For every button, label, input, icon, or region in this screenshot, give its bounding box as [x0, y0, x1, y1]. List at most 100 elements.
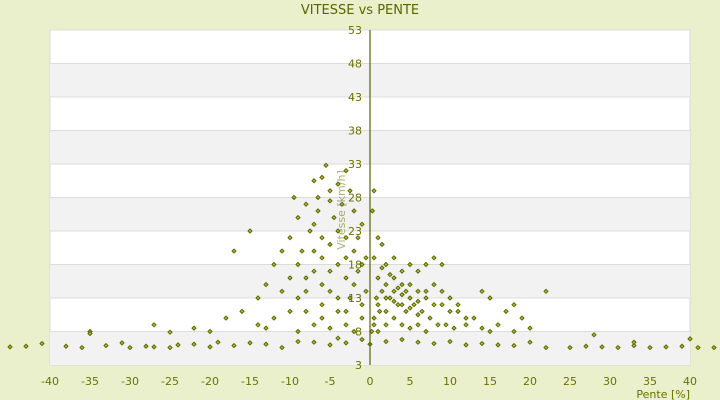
data-point: [383, 322, 389, 328]
data-point: [311, 221, 317, 228]
data-point: [87, 330, 93, 337]
data-point: [255, 295, 261, 301]
data-point: [327, 268, 333, 274]
data-point: [403, 288, 409, 295]
data-point: [127, 344, 133, 351]
data-point: [303, 288, 309, 295]
data-point: [327, 342, 333, 348]
data-point: [263, 325, 269, 331]
data-point: [311, 268, 317, 274]
data-point: [355, 268, 361, 274]
data-point: [511, 328, 517, 335]
data-point: [359, 221, 365, 228]
data-point: [351, 248, 357, 254]
data-point: [311, 339, 317, 345]
data-point: [343, 255, 349, 261]
x-tick-label: 30: [603, 375, 617, 388]
data-point: [299, 248, 305, 254]
data-point: [151, 344, 157, 350]
data-point: [343, 275, 349, 281]
data-point: [7, 344, 13, 350]
data-point: [503, 308, 509, 315]
data-point: [263, 281, 269, 288]
data-point: [487, 295, 493, 301]
data-point: [39, 340, 45, 347]
data-point: [383, 295, 389, 301]
data-point: [295, 328, 301, 335]
data-point: [279, 344, 285, 351]
data-point: [431, 301, 437, 308]
data-point: [479, 340, 485, 347]
x-tick-label: -25: [161, 375, 179, 388]
chart-title: VITESSE vs PENTE: [300, 3, 420, 18]
data-point: [295, 295, 301, 301]
data-point: [407, 261, 413, 268]
x-tick-label: -10: [281, 375, 299, 388]
data-point: [335, 181, 341, 187]
data-point: [351, 281, 357, 288]
data-point: [527, 325, 533, 331]
data-point: [319, 301, 325, 308]
data-point: [471, 315, 477, 321]
data-point: [379, 288, 385, 295]
data-point: [495, 342, 501, 348]
data-point: [303, 275, 309, 281]
data-point: [103, 342, 109, 349]
data-point: [351, 208, 357, 214]
data-point: [431, 340, 437, 347]
data-point: [303, 308, 309, 315]
data-point: [415, 339, 421, 345]
data-point: [379, 265, 385, 271]
y-tick-label: 18: [348, 259, 362, 272]
data-point: [347, 188, 353, 194]
data-point: [287, 275, 293, 281]
x-tick-label: 0: [367, 375, 374, 388]
data-point: [371, 188, 377, 194]
data-point: [663, 344, 669, 350]
data-point: [376, 308, 383, 315]
data-point: [451, 325, 457, 331]
data-point: [315, 208, 321, 214]
data-point: [23, 343, 29, 349]
y-tick-label: 38: [348, 125, 362, 138]
data-point: [119, 340, 125, 346]
data-point: [291, 194, 297, 201]
data-point: [63, 343, 69, 349]
data-point: [439, 261, 445, 268]
data-point: [343, 167, 349, 174]
data-point: [215, 339, 221, 345]
data-point: [79, 344, 85, 351]
y-tick-label: 28: [348, 192, 362, 205]
data-point: [463, 322, 469, 328]
data-point: [375, 234, 381, 241]
data-point: [383, 261, 389, 268]
data-point: [247, 228, 253, 234]
x-tick-label: -40: [41, 375, 59, 388]
data-point: [447, 295, 453, 301]
data-point: [363, 288, 369, 295]
data-point: [369, 208, 376, 214]
data-point: [543, 288, 549, 295]
data-point: [319, 234, 325, 241]
data-point: [455, 308, 461, 315]
data-point: [167, 344, 173, 351]
data-point: [335, 261, 341, 268]
data-point: [415, 288, 421, 295]
data-point: [387, 271, 393, 278]
data-point: [371, 255, 377, 261]
data-point: [407, 325, 413, 331]
data-point: [327, 188, 333, 194]
data-point: [343, 340, 349, 346]
data-point: [399, 336, 405, 343]
data-point: [223, 315, 229, 321]
data-point: [151, 322, 157, 328]
data-point: [387, 295, 393, 301]
data-point: [303, 201, 309, 207]
data-point: [287, 308, 293, 315]
data-point: [415, 268, 421, 274]
data-point: [167, 329, 173, 335]
x-tick-label: 40: [683, 375, 697, 388]
data-point: [375, 301, 381, 308]
data-point: [599, 344, 605, 350]
